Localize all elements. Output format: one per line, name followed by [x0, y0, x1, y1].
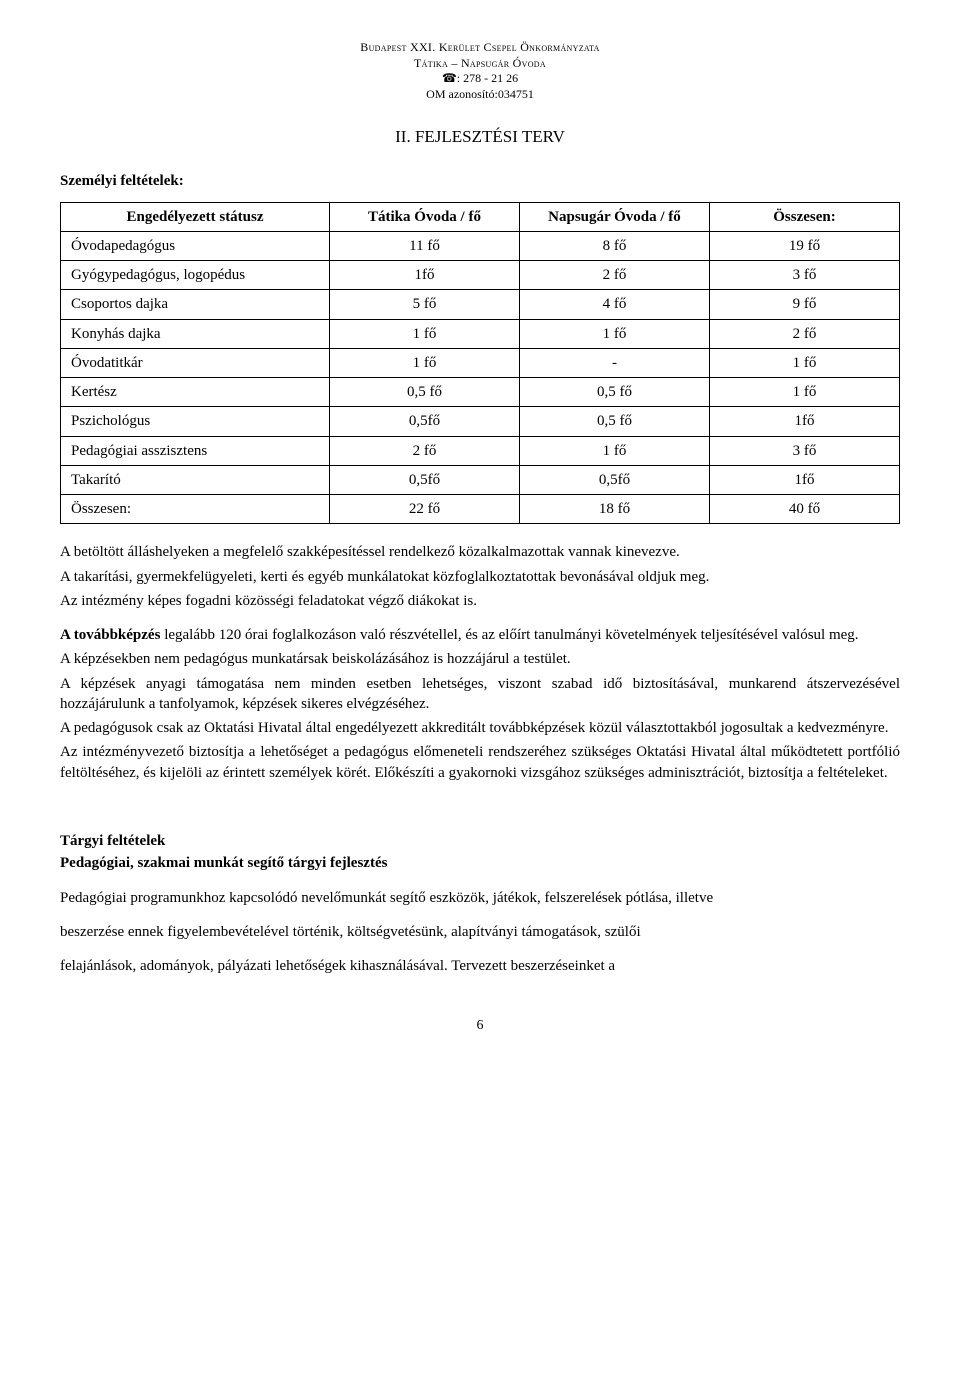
table-row-value: 8 fő — [519, 231, 709, 260]
table-row-value: 4 fő — [519, 290, 709, 319]
table-row-value: 1fő — [709, 465, 899, 494]
staff-table: Engedélyezett státusz Tátika Óvoda / fő … — [60, 202, 900, 525]
table-row-label: Csoportos dajka — [61, 290, 330, 319]
col-total: Összesen: — [709, 202, 899, 231]
header-line-1: Budapest XXI. Kerület Csepel Önkormányza… — [60, 40, 900, 56]
header-line-3: ☎: 278 - 21 26 — [60, 71, 900, 87]
table-row: Pedagógiai asszisztens2 fő1 fő3 fő — [61, 436, 900, 465]
table-row-label: Takarító — [61, 465, 330, 494]
table-row-value: 0,5fő — [330, 407, 520, 436]
table-row-value: 2 fő — [709, 319, 899, 348]
table-row-label: Óvodapedagógus — [61, 231, 330, 260]
table-row: Konyhás dajka1 fő1 fő2 fő — [61, 319, 900, 348]
section-title: II. FEJLESZTÉSI TERV — [60, 126, 900, 149]
table-row-label: Gyógypedagógus, logopédus — [61, 261, 330, 290]
para3-line2: beszerzése ennek figyelembevételével tör… — [60, 917, 900, 947]
table-row-value: 1 fő — [330, 348, 520, 377]
header-line-2: Tátika – Napsugár Óvoda — [60, 56, 900, 72]
para2-line4: A pedagógusok csak az Oktatási Hivatal á… — [60, 718, 900, 738]
col-tatika: Tátika Óvoda / fő — [330, 202, 520, 231]
table-row-value: 1 fő — [519, 436, 709, 465]
para3-line1: Pedagógiai programunkhoz kapcsolódó neve… — [60, 883, 900, 913]
para2-line1: A továbbképzés legalább 120 órai foglalk… — [60, 625, 900, 645]
table-row-value: 1fő — [330, 261, 520, 290]
table-row-label: Konyhás dajka — [61, 319, 330, 348]
table-row-value: 40 fő — [709, 495, 899, 524]
para1-line3: Az intézmény képes fogadni közösségi fel… — [60, 591, 900, 611]
material-subheading-2: Pedagógiai, szakmai munkát segítő tárgyi… — [60, 853, 900, 873]
personnel-subheading: Személyi feltételek: — [60, 171, 900, 191]
table-row-value: 0,5fő — [330, 465, 520, 494]
staff-table-body: Óvodapedagógus11 fő8 fő19 főGyógypedagóg… — [61, 231, 900, 524]
table-row-value: 2 fő — [519, 261, 709, 290]
table-row-label: Kertész — [61, 378, 330, 407]
para2-line3: A képzések anyagi támogatása nem minden … — [60, 674, 900, 715]
table-row: Kertész0,5 fő0,5 fő1 fő — [61, 378, 900, 407]
table-row-value: 3 fő — [709, 436, 899, 465]
document-header: Budapest XXI. Kerület Csepel Önkormányza… — [60, 40, 900, 102]
table-row-label: Óvodatitkár — [61, 348, 330, 377]
table-row-label: Pszichológus — [61, 407, 330, 436]
table-row-value: 19 fő — [709, 231, 899, 260]
col-status: Engedélyezett státusz — [61, 202, 330, 231]
table-row: Pszichológus0,5fő0,5 fő1fő — [61, 407, 900, 436]
table-row-value: 22 fő — [330, 495, 520, 524]
table-row-value: 0,5 fő — [519, 378, 709, 407]
table-row-value: 0,5 fő — [519, 407, 709, 436]
table-row-value: 1 fő — [519, 319, 709, 348]
table-row: Összesen:22 fő18 fő40 fő — [61, 495, 900, 524]
para1-line1: A betöltött álláshelyeken a megfelelő sz… — [60, 542, 900, 562]
header-line-4: OM azonosító:034751 — [60, 87, 900, 103]
table-row-value: - — [519, 348, 709, 377]
table-row-value: 9 fő — [709, 290, 899, 319]
table-row-value: 1 fő — [709, 348, 899, 377]
page-number: 6 — [60, 1017, 900, 1036]
table-row-value: 11 fő — [330, 231, 520, 260]
paragraph-block-3: Pedagógiai programunkhoz kapcsolódó neve… — [60, 883, 900, 981]
paragraph-block-2: A továbbképzés legalább 120 órai foglalk… — [60, 625, 900, 783]
table-row: Gyógypedagógus, logopédus1fő2 fő3 fő — [61, 261, 900, 290]
table-row-value: 1 fő — [709, 378, 899, 407]
table-row: Óvodatitkár1 fő-1 fő — [61, 348, 900, 377]
table-row-value: 2 fő — [330, 436, 520, 465]
table-row-value: 18 fő — [519, 495, 709, 524]
para1-line2: A takarítási, gyermekfelügyeleti, kerti … — [60, 567, 900, 587]
table-row-value: 0,5fő — [519, 465, 709, 494]
table-row-value: 5 fő — [330, 290, 520, 319]
table-header-row: Engedélyezett státusz Tátika Óvoda / fő … — [61, 202, 900, 231]
col-napsugar: Napsugár Óvoda / fő — [519, 202, 709, 231]
para3-line3: felajánlások, adományok, pályázati lehet… — [60, 951, 900, 981]
table-row-label: Pedagógiai asszisztens — [61, 436, 330, 465]
table-row-value: 1 fő — [330, 319, 520, 348]
table-row-label: Összesen: — [61, 495, 330, 524]
material-subheading-1: Tárgyi feltételek — [60, 831, 900, 851]
paragraph-block-1: A betöltött álláshelyeken a megfelelő sz… — [60, 542, 900, 611]
table-row: Takarító0,5fő0,5fő1fő — [61, 465, 900, 494]
table-row-value: 0,5 fő — [330, 378, 520, 407]
para2-line5: Az intézményvezető biztosítja a lehetősé… — [60, 742, 900, 783]
table-row: Csoportos dajka5 fő4 fő9 fő — [61, 290, 900, 319]
table-row: Óvodapedagógus11 fő8 fő19 fő — [61, 231, 900, 260]
table-row-value: 3 fő — [709, 261, 899, 290]
table-row-value: 1fő — [709, 407, 899, 436]
para2-line2: A képzésekben nem pedagógus munkatársak … — [60, 649, 900, 669]
